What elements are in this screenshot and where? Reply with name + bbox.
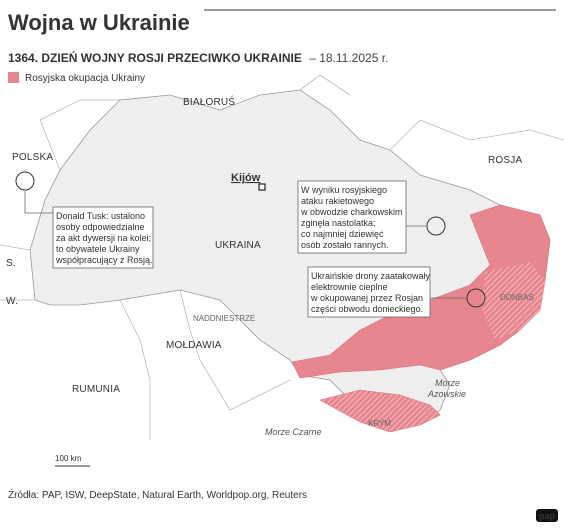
annotation-line: W wyniku rosyjskiego: [301, 185, 387, 195]
label-black-sea: Morze Czarne: [265, 427, 322, 437]
label-russia: ROSJA: [488, 155, 522, 166]
label-belarus: BIAŁORUŚ: [183, 95, 235, 108]
annotation-line: Donald Tusk: ustalono: [56, 211, 145, 221]
annotation-line: współpracujący z Rosją.: [55, 255, 153, 265]
label-azov-1: Morze: [435, 378, 460, 388]
label-ukraine: UKRAINA: [215, 240, 261, 251]
label-slovakia: S.: [6, 258, 16, 269]
label-azov-2: Azowskie: [427, 389, 466, 399]
title: Wojna w Ukrainie: [8, 10, 190, 35]
annotation-line: co najmniej dziewięć: [301, 229, 384, 239]
kyiv-marker: [258, 183, 266, 191]
scale-label: 100 km: [55, 454, 82, 463]
annotation-line: osób zostało rannych.: [301, 240, 389, 250]
label-kyiv: Kijów: [231, 172, 261, 184]
legend-label: Rosyjska okupacja Ukrainy: [25, 73, 145, 84]
annotation-line: części obwodu donieckiego.: [311, 304, 423, 314]
annotation-line: Ukraińskie drony zaatakowały: [311, 271, 431, 281]
subtitle-date: – 18.11.2025 r.: [309, 51, 388, 65]
crimea-area: [319, 389, 441, 433]
annotation-line: to obywatele Ukrainy: [56, 244, 140, 254]
label-romania: RUMUNIA: [72, 384, 120, 395]
annotation-box: [307, 266, 431, 318]
annotation-connector: [24, 191, 53, 214]
annotation-marker: [15, 171, 35, 191]
label-donbas: DONBAS: [500, 293, 534, 302]
label-poland: POLSKA: [12, 152, 53, 163]
annotation-marker: [426, 216, 446, 236]
annotation-line: w obwodzie charkowskim: [300, 207, 403, 217]
annotation-marker: [466, 288, 486, 308]
annotation-line: osoby odpowiedzialne: [56, 222, 145, 232]
legend-swatch: [8, 72, 19, 83]
annotation-box: [52, 206, 154, 269]
subtitle: 1364. DZIEŃ WOJNY ROSJI PRZECIWKO UKRAIN…: [8, 50, 388, 65]
sources: Źródła: PAP, ISW, DeepState, Natural Ear…: [8, 488, 307, 501]
label-moldova: MOŁDAWIA: [166, 340, 222, 351]
label-transnistria: NADDNIESTRZE: [193, 314, 255, 323]
annotation-line: ataku rakietowego: [301, 196, 374, 206]
annotation-line: zginęła nastolatka;: [301, 218, 376, 228]
subtitle-bold: 1364. DZIEŃ WOJNY ROSJI PRZECIWKO UKRAIN…: [8, 50, 302, 65]
annotation-line: za akt dywersji na kolei;: [56, 233, 151, 243]
logo-box: [536, 509, 558, 522]
annotation-line: w okupowanej przez Rosjan: [310, 293, 423, 303]
label-crimea: KRYM: [368, 419, 391, 428]
annotation-line: elektrownie cieplne: [311, 282, 388, 292]
logo: pap: [539, 511, 556, 521]
label-hungary: W.: [6, 296, 18, 307]
occupied-area: [291, 204, 551, 379]
borders: [0, 74, 564, 440]
donbas-area: [482, 262, 545, 340]
annotation-box: [297, 180, 407, 254]
